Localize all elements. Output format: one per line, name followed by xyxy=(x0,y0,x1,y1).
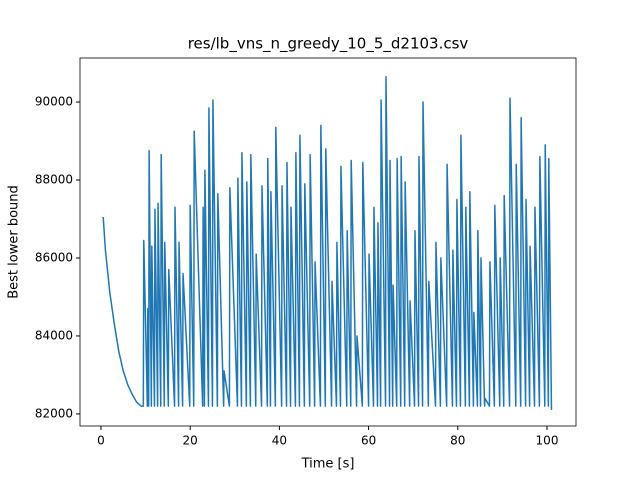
x-tick-label: 80 xyxy=(450,434,465,448)
data-line xyxy=(102,75,553,411)
plot-frame xyxy=(79,57,577,427)
y-tick-label: 82000 xyxy=(35,406,73,420)
y-tick-label: 90000 xyxy=(35,95,73,109)
y-tick-label: 88000 xyxy=(35,173,73,187)
y-axis-label: Best lower bound xyxy=(7,185,22,299)
x-tick-label: 20 xyxy=(183,434,198,448)
x-axis-label: Time [s] xyxy=(301,457,355,472)
y-tick-label: 84000 xyxy=(35,328,73,342)
chart-title: res/lb_vns_n_greedy_10_5_d2103.csv xyxy=(188,35,469,54)
x-tick-label: 40 xyxy=(272,434,287,448)
y-tick-label: 86000 xyxy=(35,250,73,264)
x-tick-label: 100 xyxy=(536,434,559,448)
x-tick-label: 0 xyxy=(97,434,105,448)
x-tick-label: 60 xyxy=(361,434,376,448)
